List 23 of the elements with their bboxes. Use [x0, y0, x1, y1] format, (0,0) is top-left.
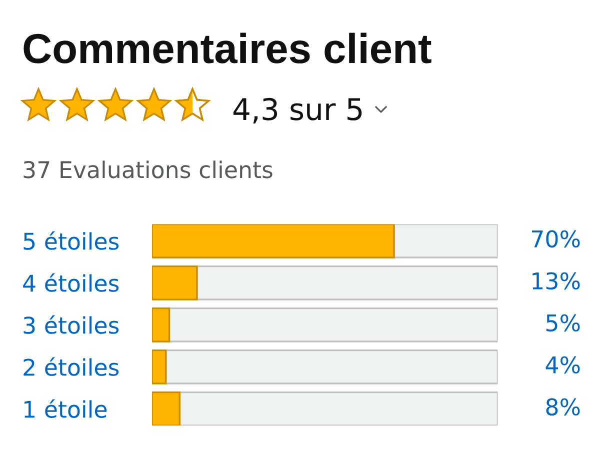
bar [152, 391, 180, 426]
chart-title: Commentaires client [24, 32, 432, 64]
bar [152, 349, 167, 384]
data-label: 8% [546, 398, 580, 416]
bar [152, 307, 170, 342]
y-tick-label: 1 étoile [24, 399, 107, 418]
y-tick-label: 5 étoiles [24, 231, 119, 250]
bar [152, 224, 395, 258]
y-tick-label: 2 étoiles [24, 357, 119, 376]
bar [152, 265, 198, 300]
data-label: 70% [532, 230, 580, 248]
y-tick-label: 4 étoiles [23, 273, 119, 292]
y-tick-label: 3 étoiles [24, 315, 119, 334]
chart-subtitle: 37 Evaluations clients [24, 160, 272, 178]
bar [178, 391, 498, 426]
data-label: 5% [546, 314, 580, 332]
bar [164, 349, 498, 384]
bar [393, 224, 498, 258]
bar [196, 265, 498, 300]
bar [168, 307, 498, 342]
data-label: 13% [532, 272, 580, 290]
text: 4,3 sur 5 [233, 98, 362, 124]
data-label: 4% [546, 356, 580, 374]
